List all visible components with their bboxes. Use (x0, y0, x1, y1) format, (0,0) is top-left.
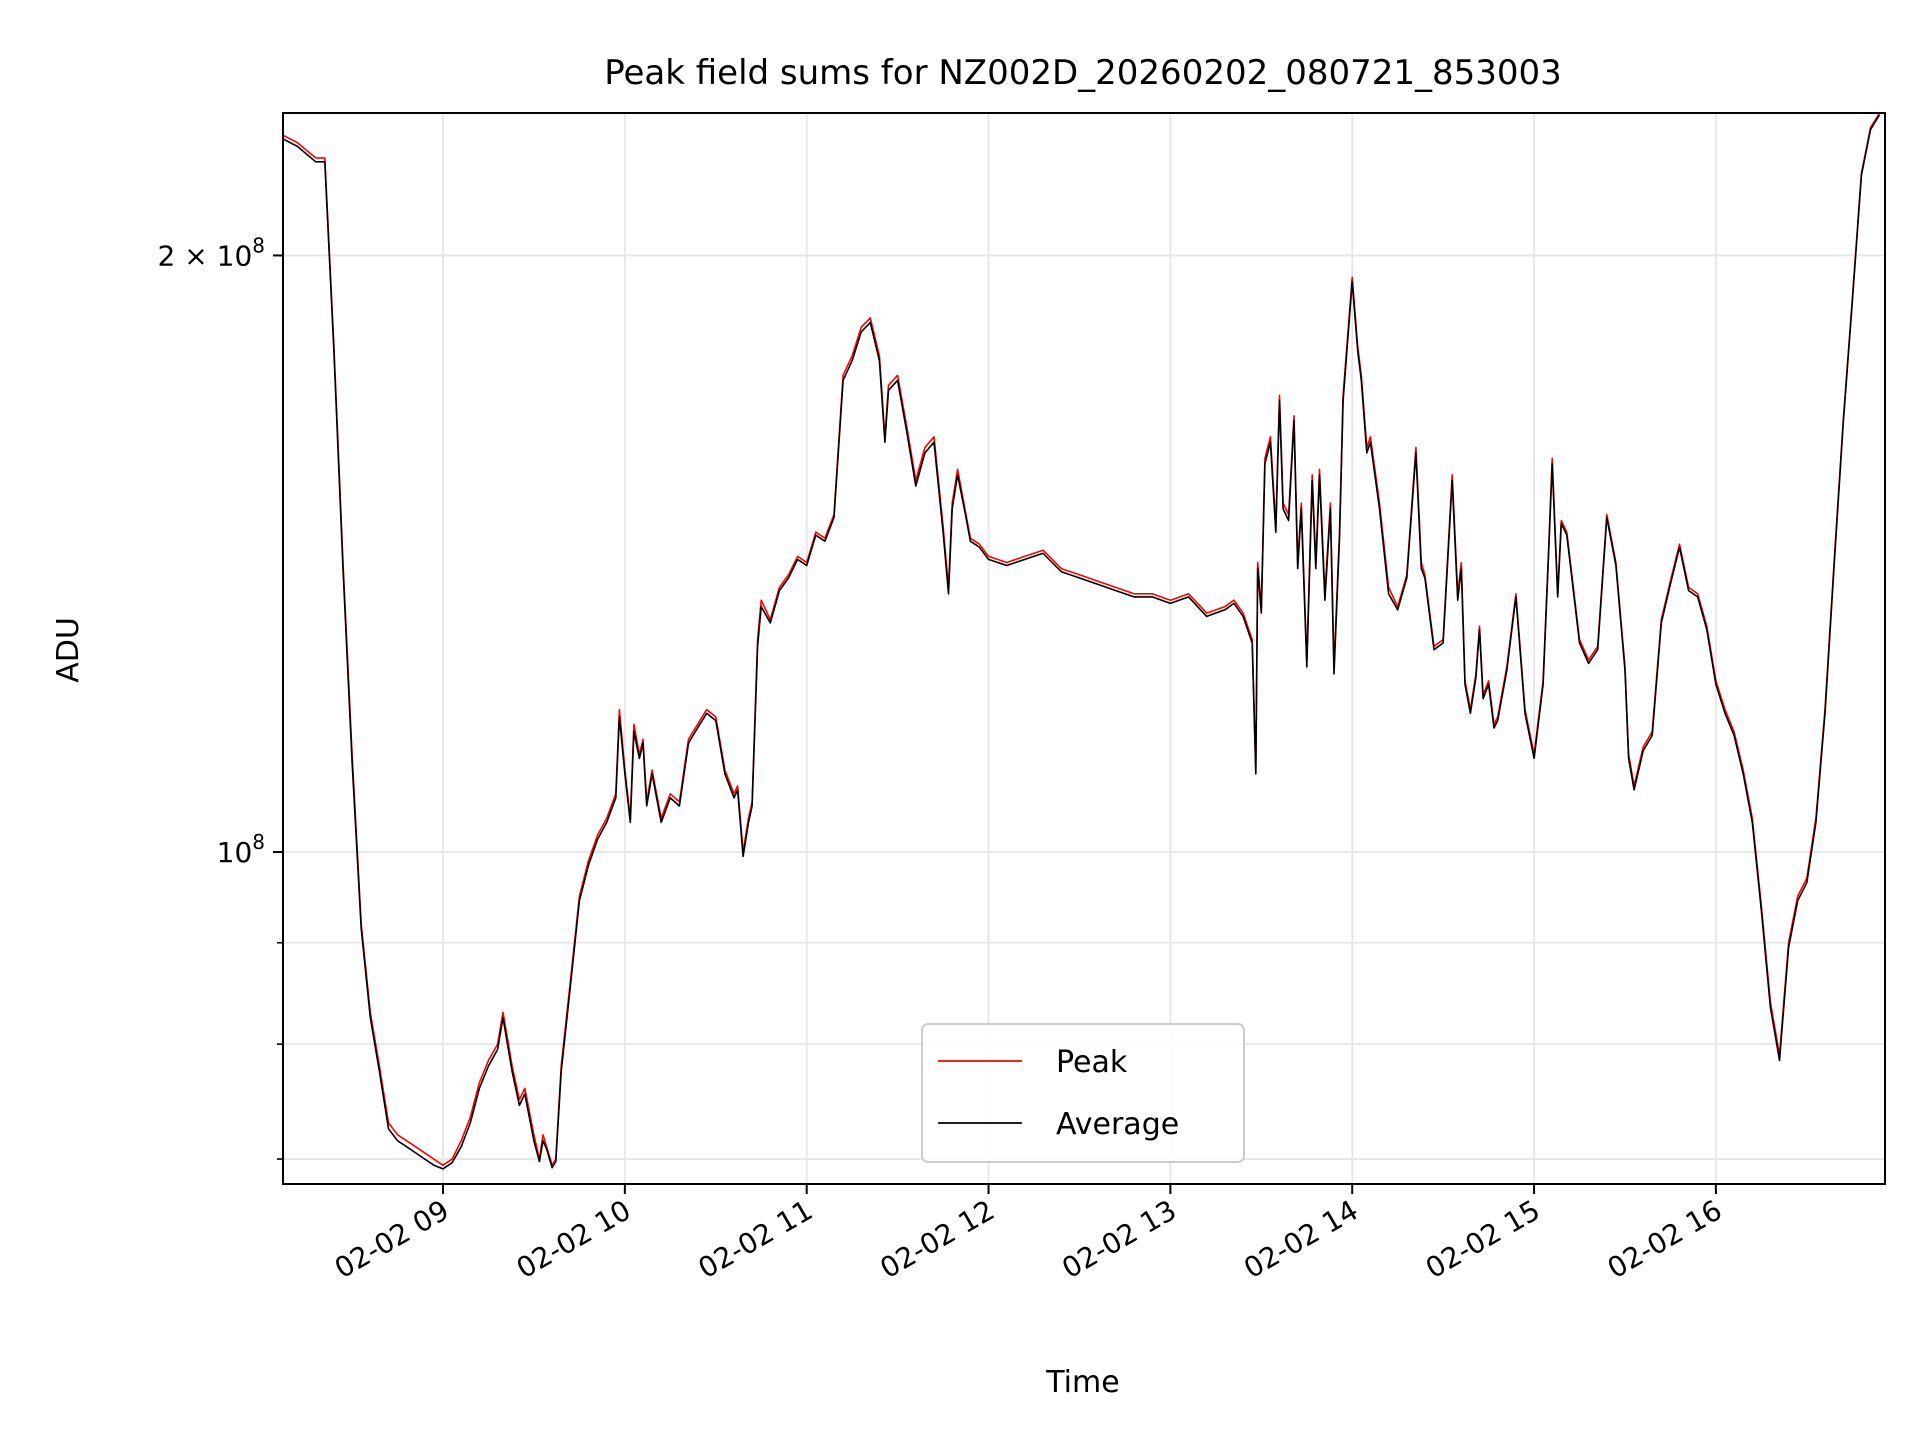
y-tick-base: 10 (217, 836, 253, 869)
y-axis-label: ADU (51, 617, 86, 683)
y-tick-mantissa: 2 × (158, 239, 217, 272)
legend: Peak Average (921, 1023, 1245, 1163)
y-tick-base: 10 (217, 239, 253, 272)
legend-label-average: Average (1056, 1107, 1179, 1142)
series-layer (283, 113, 1881, 1170)
legend-box (921, 1023, 1245, 1163)
y-tick-exponent: 8 (252, 233, 265, 257)
legend-label-peak: Peak (1056, 1045, 1128, 1080)
plot-frame (282, 112, 1886, 1185)
chart-title: Peak field sums for NZ002D_20260202_0807… (604, 53, 1562, 93)
series-line-average (283, 114, 1881, 1170)
y-tick-label: 108 (217, 830, 265, 869)
y-tick-exponent: 8 (252, 830, 265, 854)
x-axis-label: Time (1045, 1365, 1119, 1400)
y-tick-label: 2 × 108 (158, 233, 265, 272)
